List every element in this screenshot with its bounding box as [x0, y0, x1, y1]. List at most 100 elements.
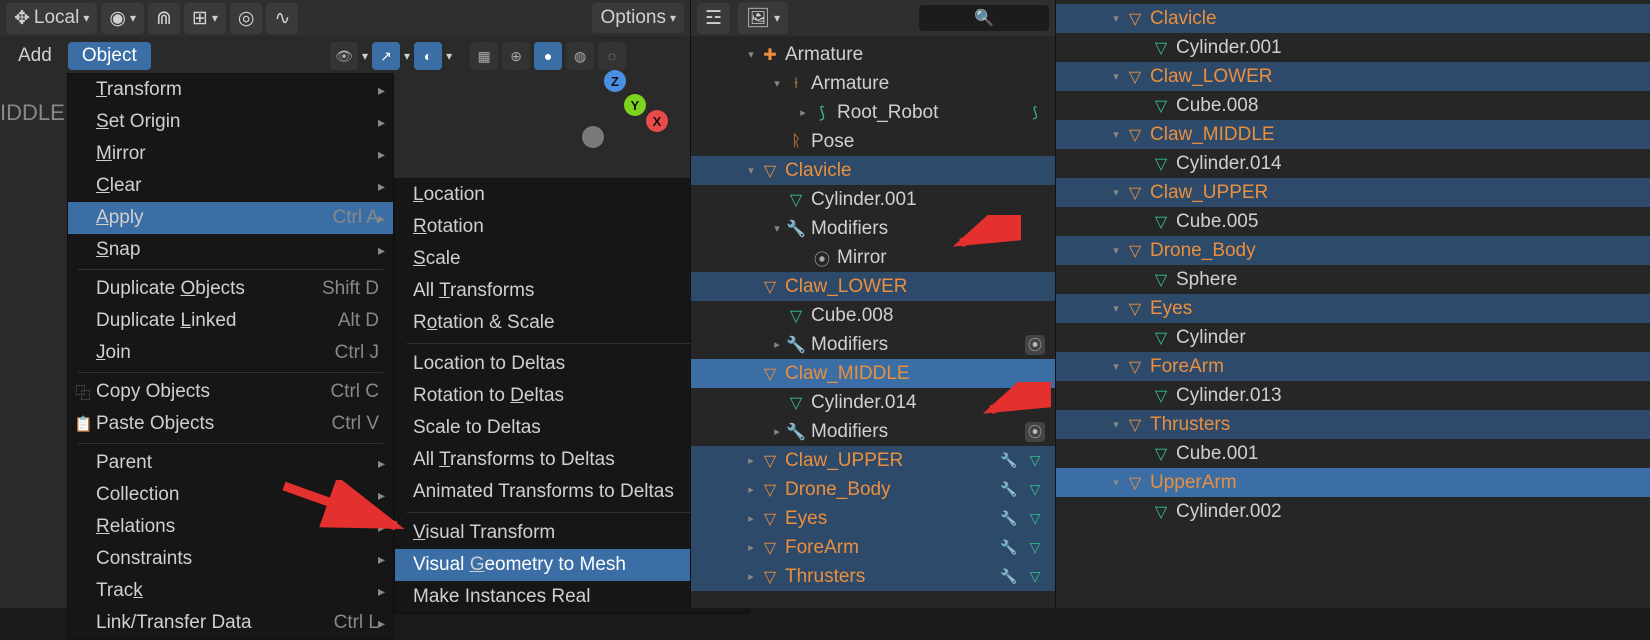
menu-item[interactable]: Transform	[68, 74, 393, 106]
outliner-row[interactable]: ▾🔧Modifiers	[691, 214, 1055, 243]
gizmo-toggle-icon[interactable]: ↗	[372, 42, 400, 70]
proportional-toggle[interactable]: ◎	[230, 3, 263, 34]
mesh-icon: ▽	[1124, 183, 1146, 203]
outliner-row[interactable]: ▽Cube.001	[1056, 439, 1650, 468]
outliner-row[interactable]: ▾▽Claw_MIDDLE	[1056, 120, 1650, 149]
armature-data-icon: ⟊	[785, 75, 807, 93]
outliner-row[interactable]: ▾▽ForeArm	[1056, 352, 1650, 381]
pose-icon: ᚱ	[785, 133, 807, 151]
outliner-row[interactable]: ▽Cylinder.013	[1056, 381, 1650, 410]
viewport-menubar: Add Object	[8, 42, 151, 70]
mesh-icon: ▽	[759, 538, 781, 558]
shading-render-icon[interactable]: ◌	[598, 42, 626, 70]
menu-item[interactable]: Relations	[68, 511, 393, 543]
menu-item[interactable]: ⿻Copy ObjectsCtrl C	[68, 376, 393, 408]
outliner-row[interactable]: ▾✚Armature	[691, 40, 1055, 69]
overlay-visibility-icon[interactable]: 👁	[330, 42, 358, 70]
mesh-icon: ▽	[759, 480, 781, 500]
outliner-tree[interactable]: ▾✚Armature▾⟊Armature▸⟆Root_Robot⟆ᚱPose▾▽…	[691, 36, 1055, 591]
mesh-icon: ▽	[759, 364, 781, 384]
axis-neg[interactable]	[582, 126, 604, 148]
menu-item[interactable]: Duplicate LinkedAlt D	[68, 305, 393, 337]
outliner-row[interactable]: ▽Claw_LOWER	[691, 272, 1055, 301]
shading-wire-icon[interactable]: ⊕	[502, 42, 530, 70]
orientation-label: Local	[34, 7, 79, 29]
meshdata-icon: ▽	[1150, 38, 1172, 58]
menu-item[interactable]: Duplicate ObjectsShift D	[68, 273, 393, 305]
outliner-row[interactable]: ▽Cube.008	[1056, 91, 1650, 120]
outliner-row[interactable]: ▽Cube.008	[691, 301, 1055, 330]
outliner-row[interactable]: ▽Cylinder.014	[691, 388, 1055, 417]
outliner-row[interactable]: ▽Sphere	[1056, 265, 1650, 294]
modifier-icon: 🔧	[785, 335, 807, 355]
outliner-row[interactable]: ▸▽Eyes🔧▽	[691, 504, 1055, 533]
outliner-row[interactable]: ▸▽Drone_Body🔧▽	[691, 475, 1055, 504]
menu-item[interactable]: Collection	[68, 479, 393, 511]
snap-mode[interactable]: ⊞▾	[184, 3, 226, 34]
outliner-tree[interactable]: ▾▽Clavicle▽Cylinder.001▾▽Claw_LOWER▽Cube…	[1056, 0, 1650, 526]
outliner-row[interactable]: ▾▽UpperArm	[1056, 468, 1650, 497]
nav-gizmo[interactable]: Z Y X	[560, 70, 670, 180]
outliner-row[interactable]: ▾▽Clavicle	[1056, 4, 1650, 33]
outliner-row[interactable]: ▾⟊Armature	[691, 69, 1055, 98]
outliner-row[interactable]: ▾▽Claw_LOWER	[1056, 62, 1650, 91]
falloff-dropdown[interactable]: ∿	[266, 3, 298, 34]
outliner-row[interactable]: ▽Cylinder	[1056, 323, 1650, 352]
proportional-icon: ◎	[238, 7, 255, 30]
outliner-row[interactable]: ᚱPose	[691, 127, 1055, 156]
outliner-row[interactable]: ▽Cube.005	[1056, 207, 1650, 236]
outliner-row[interactable]: ▸🔧Modifiers⦿	[691, 417, 1055, 446]
menu-item[interactable]: Snap	[68, 234, 393, 266]
menu-item[interactable]: Constraints	[68, 543, 393, 575]
outliner-row[interactable]: ▽Claw_MIDDLE	[691, 359, 1055, 388]
axis-x[interactable]: X	[646, 110, 668, 132]
outliner-row[interactable]: ▸🔧Modifiers⦿	[691, 330, 1055, 359]
menu-item[interactable]: Link/Transfer DataCtrl L	[68, 607, 393, 639]
outliner-row[interactable]: ▾▽Claw_UPPER	[1056, 178, 1650, 207]
viewport-pane: ✥ Local ▾ ◉▾ ⋒ ⊞▾ ◎ ∿ Options ▾ Add Obje…	[0, 0, 690, 608]
pivot-dropdown[interactable]: ◉▾	[101, 3, 144, 34]
snap-toggle[interactable]: ⋒	[148, 3, 180, 34]
outliner-row[interactable]: ▾▽Drone_Body	[1056, 236, 1650, 265]
outliner-row[interactable]: ▽Cylinder.002	[1056, 497, 1650, 526]
outliner-search[interactable]: 🔍	[919, 5, 1049, 31]
axis-y[interactable]: Y	[624, 94, 646, 116]
menu-item[interactable]: Set Origin	[68, 106, 393, 138]
outliner-row[interactable]: ▽Cylinder.001	[691, 185, 1055, 214]
outliner-row[interactable]: ▸▽Thrusters🔧▽	[691, 562, 1055, 591]
mesh-icon: ▽	[759, 277, 781, 297]
shading-matprev-icon[interactable]: ◍	[566, 42, 594, 70]
outliner-row[interactable]: ▾▽Thrusters	[1056, 410, 1650, 439]
meshdata-icon: ▽	[1150, 270, 1172, 290]
outliner-right: ▾▽Clavicle▽Cylinder.001▾▽Claw_LOWER▽Cube…	[1055, 0, 1650, 608]
orientation-dropdown[interactable]: ✥ Local ▾	[6, 3, 97, 34]
overlays-toggle-icon[interactable]: ◐	[414, 42, 442, 70]
outliner-row[interactable]: ▸▽ForeArm🔧▽	[691, 533, 1055, 562]
outliner-row[interactable]: ▸▽Claw_UPPER🔧▽	[691, 446, 1055, 475]
chevron-down-icon: ▾	[83, 11, 89, 25]
shading-solid-icon[interactable]: ●	[534, 42, 562, 70]
menu-item[interactable]: 📋Paste ObjectsCtrl V	[68, 408, 393, 440]
mesh-icon: ▽	[1124, 9, 1146, 29]
outliner-row[interactable]: ▾▽Eyes	[1056, 294, 1650, 323]
menu-item[interactable]: Mirror	[68, 138, 393, 170]
object-menu[interactable]: Object	[68, 42, 151, 70]
axis-z[interactable]: Z	[604, 70, 626, 92]
menu-item[interactable]: Track	[68, 575, 393, 607]
menu-item[interactable]: ApplyCtrl A	[68, 202, 393, 234]
xray-toggle-icon[interactable]: ▦	[470, 42, 498, 70]
editor-type-icon[interactable]: ☲	[697, 3, 730, 34]
options-popover[interactable]: Options ▾	[592, 3, 684, 33]
menu-item[interactable]: JoinCtrl J	[68, 337, 393, 369]
outliner-row[interactable]: ⦿Mirror	[691, 243, 1055, 272]
add-menu[interactable]: Add	[8, 42, 62, 70]
object-name-overlay: IDDLE	[0, 100, 65, 126]
outliner-row[interactable]: ▽Cylinder.014	[1056, 149, 1650, 178]
outliner-row[interactable]: ▾▽Clavicle	[691, 156, 1055, 185]
viewport-header: ✥ Local ▾ ◉▾ ⋒ ⊞▾ ◎ ∿ Options ▾	[0, 0, 690, 36]
menu-item[interactable]: Parent	[68, 447, 393, 479]
menu-item[interactable]: Clear	[68, 170, 393, 202]
outliner-row[interactable]: ▸⟆Root_Robot⟆	[691, 98, 1055, 127]
display-mode-icon[interactable]: 🖼▾	[738, 2, 788, 34]
outliner-row[interactable]: ▽Cylinder.001	[1056, 33, 1650, 62]
